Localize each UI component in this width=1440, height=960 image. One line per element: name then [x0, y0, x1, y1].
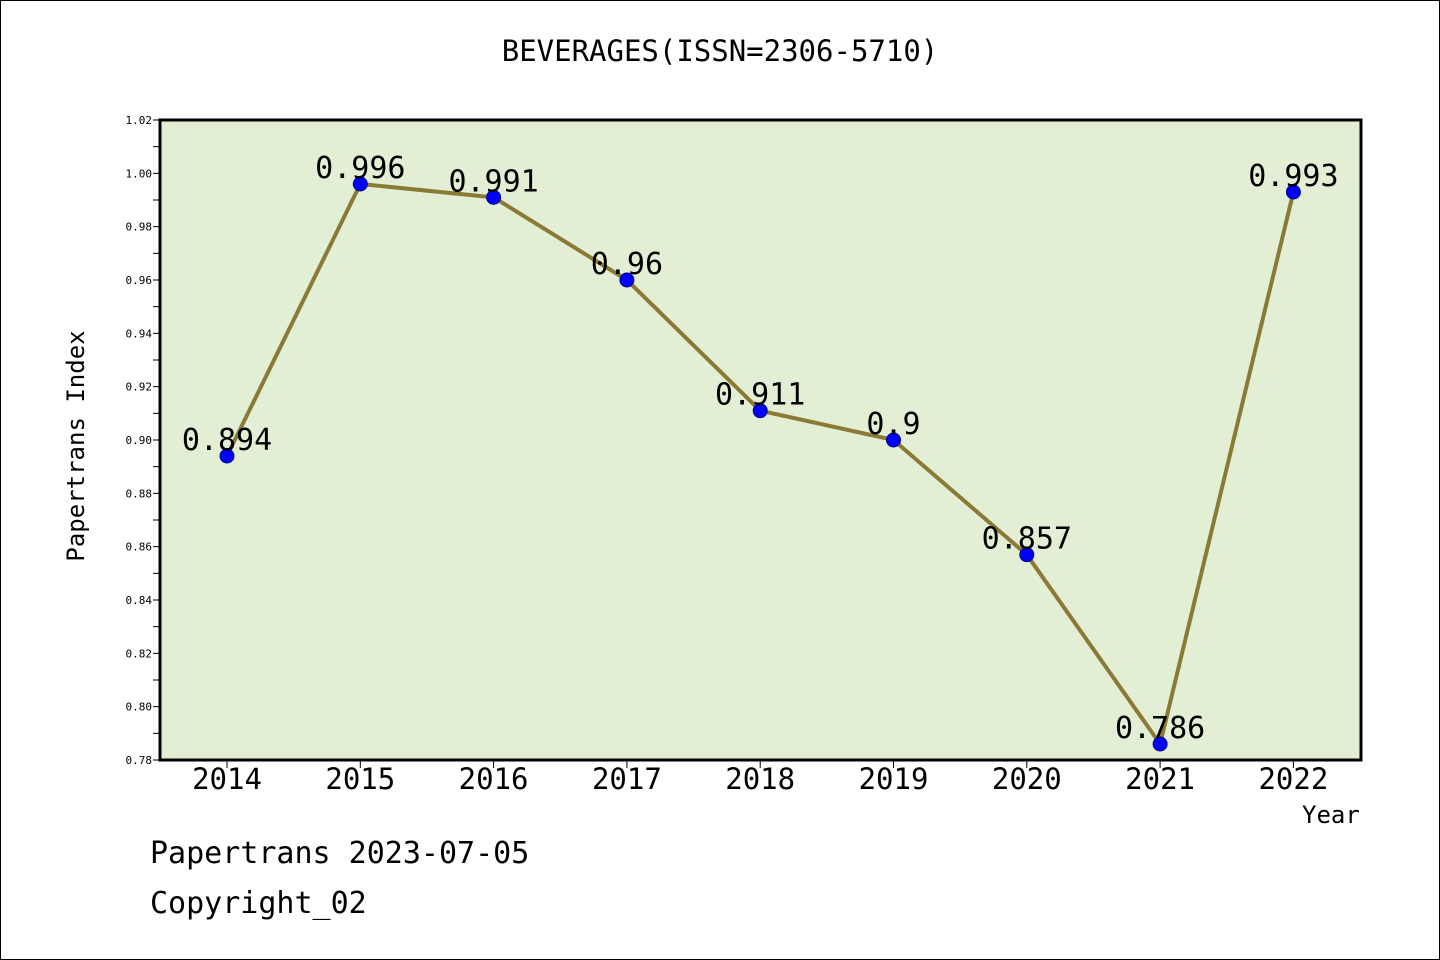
y-tick-label: 0.80 [126, 701, 153, 714]
y-tick-label: 0.86 [126, 541, 153, 554]
y-tick-label: 0.98 [126, 221, 153, 234]
data-label: 0.993 [1248, 159, 1338, 194]
y-tick-label: 0.82 [126, 647, 153, 660]
data-point [619, 272, 635, 288]
x-axis-label: Year [1302, 801, 1360, 829]
data-point [886, 432, 901, 448]
data-point [1019, 547, 1035, 563]
y-tick-label: 0.94 [126, 327, 153, 340]
y-tick-label: 0.92 [126, 381, 153, 394]
data-point [352, 176, 368, 192]
y-axis-ticks: 0.78 0.80 0.82 0.84 0.86 0.88 0.90 0.92 0.94 0.96… [126, 114, 160, 767]
y-tick-label: 0.78 [126, 754, 153, 767]
y-tick-label: 0.88 [126, 487, 153, 500]
data-label: 0.894 [182, 423, 272, 458]
x-tick-label: 2020 [992, 762, 1062, 796]
y-tick-label: 0.96 [126, 274, 153, 287]
data-label: 0.786 [1115, 711, 1205, 746]
data-label: 0.911 [715, 378, 805, 413]
data-points [219, 176, 1301, 752]
data-label: 0.96 [591, 247, 663, 282]
x-tick-label: 2016 [459, 762, 529, 796]
footer-date: Papertrans 2023-07-05 [150, 836, 530, 871]
x-tick-label: 2015 [325, 762, 395, 796]
y-tick-label: 0.90 [126, 434, 153, 447]
x-tick-label: 2021 [1125, 762, 1195, 796]
data-labels: 0.894 0.996 0.991 0.96 0.911 0.9 0.857 0.786 0.9… [182, 151, 1339, 746]
x-tick-label: 2019 [859, 762, 929, 796]
data-label: 0.9 [866, 407, 920, 442]
y-tick-label: 1.02 [126, 114, 153, 127]
y-tick-label: 1.00 [126, 167, 153, 180]
footer-copyright: Copyright_02 [150, 886, 367, 921]
plot-area [160, 120, 1361, 760]
data-label: 0.857 [982, 522, 1072, 557]
data-point [1285, 184, 1301, 200]
x-tick-label: 2017 [592, 762, 662, 796]
data-label: 0.996 [315, 151, 405, 186]
x-tick-label: 2018 [725, 762, 795, 796]
x-tick-label: 2022 [1258, 762, 1328, 796]
y-tick-label: 0.84 [126, 594, 153, 607]
chart-title: BEVERAGES(ISSN=2306-5710) [501, 34, 939, 68]
data-point [752, 403, 768, 419]
x-axis-ticks: 2014 2015 2016 2017 2018 2019 2020 2021 2022 [192, 760, 1328, 796]
data-point [486, 189, 502, 205]
plot-border [158, 118, 1363, 762]
data-point [1152, 736, 1168, 752]
data-point [219, 448, 235, 464]
data-label: 0.991 [448, 164, 538, 199]
x-tick-label: 2014 [192, 762, 262, 796]
